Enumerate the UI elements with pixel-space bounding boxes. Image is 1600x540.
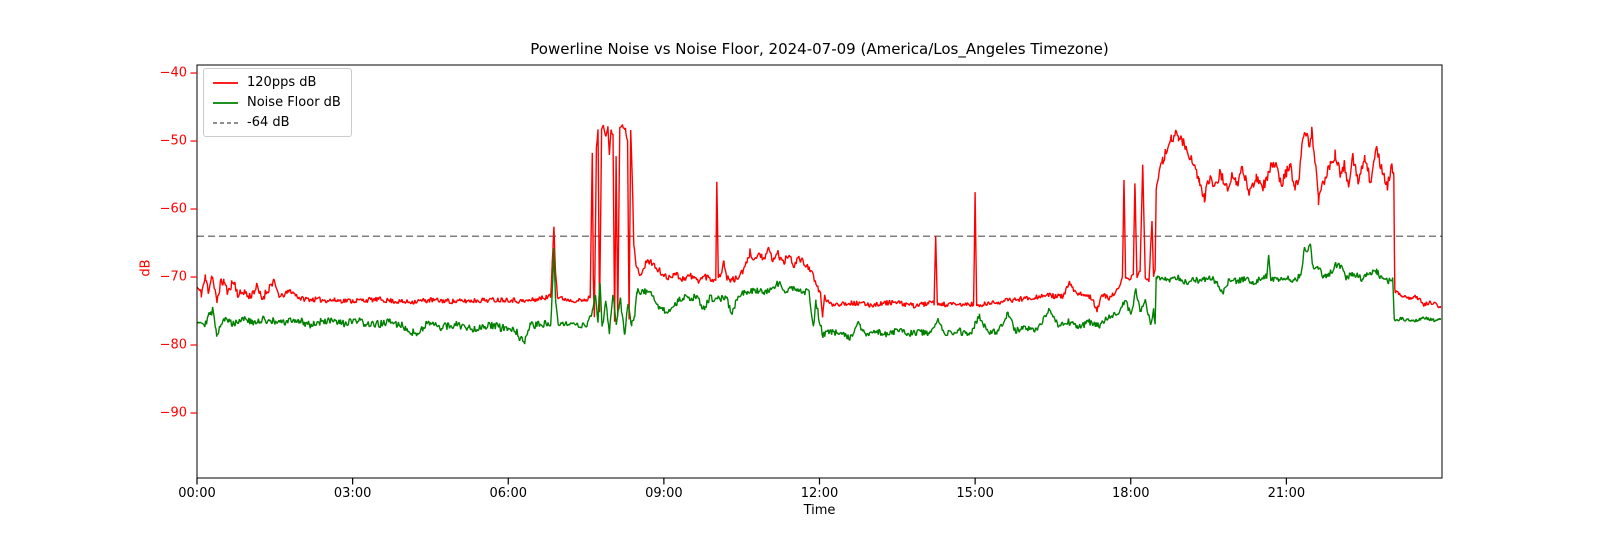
legend-label: -64 dB — [247, 115, 290, 130]
x-tick-label: 00:00 — [178, 486, 216, 501]
legend-label: Noise Floor dB — [247, 95, 341, 110]
legend-item-noise-floor: Noise Floor dB — [212, 95, 341, 110]
red-series-line — [196, 124, 1442, 322]
legend-line-swatch-green — [213, 101, 238, 104]
y-tick-label: −70 — [159, 269, 187, 285]
x-axis-label: Time — [803, 503, 836, 518]
legend-line-swatch-red — [213, 81, 238, 84]
y-tick-label: −90 — [159, 405, 187, 421]
y-tick-label: −60 — [159, 201, 187, 217]
legend-line-swatch-dashed — [213, 121, 238, 124]
y-tick-label: −50 — [159, 133, 187, 149]
y-tick-label: −40 — [159, 65, 187, 81]
legend-box: 120pps dB Noise Floor dB -64 dB — [203, 68, 352, 137]
x-tick-label: 18:00 — [1112, 486, 1150, 501]
legend-label: 120pps dB — [247, 75, 317, 90]
legend-item-120pps: 120pps dB — [212, 75, 341, 90]
y-tick-label: −80 — [159, 337, 187, 353]
chart-title: Powerline Noise vs Noise Floor, 2024-07-… — [530, 40, 1109, 58]
x-tick-label: 15:00 — [956, 486, 994, 501]
axes-spines — [196, 64, 1443, 479]
x-tick-label: 12:00 — [800, 486, 839, 501]
green-series-line — [196, 243, 1442, 345]
y-axis-label: dB — [138, 259, 154, 277]
x-tick-label: 03:00 — [333, 486, 372, 501]
x-tick-label: 09:00 — [645, 486, 683, 501]
x-tick-label: 06:00 — [489, 486, 527, 501]
x-tick-label: 21:00 — [1267, 486, 1306, 501]
legend-item-threshold: -64 dB — [212, 115, 341, 130]
